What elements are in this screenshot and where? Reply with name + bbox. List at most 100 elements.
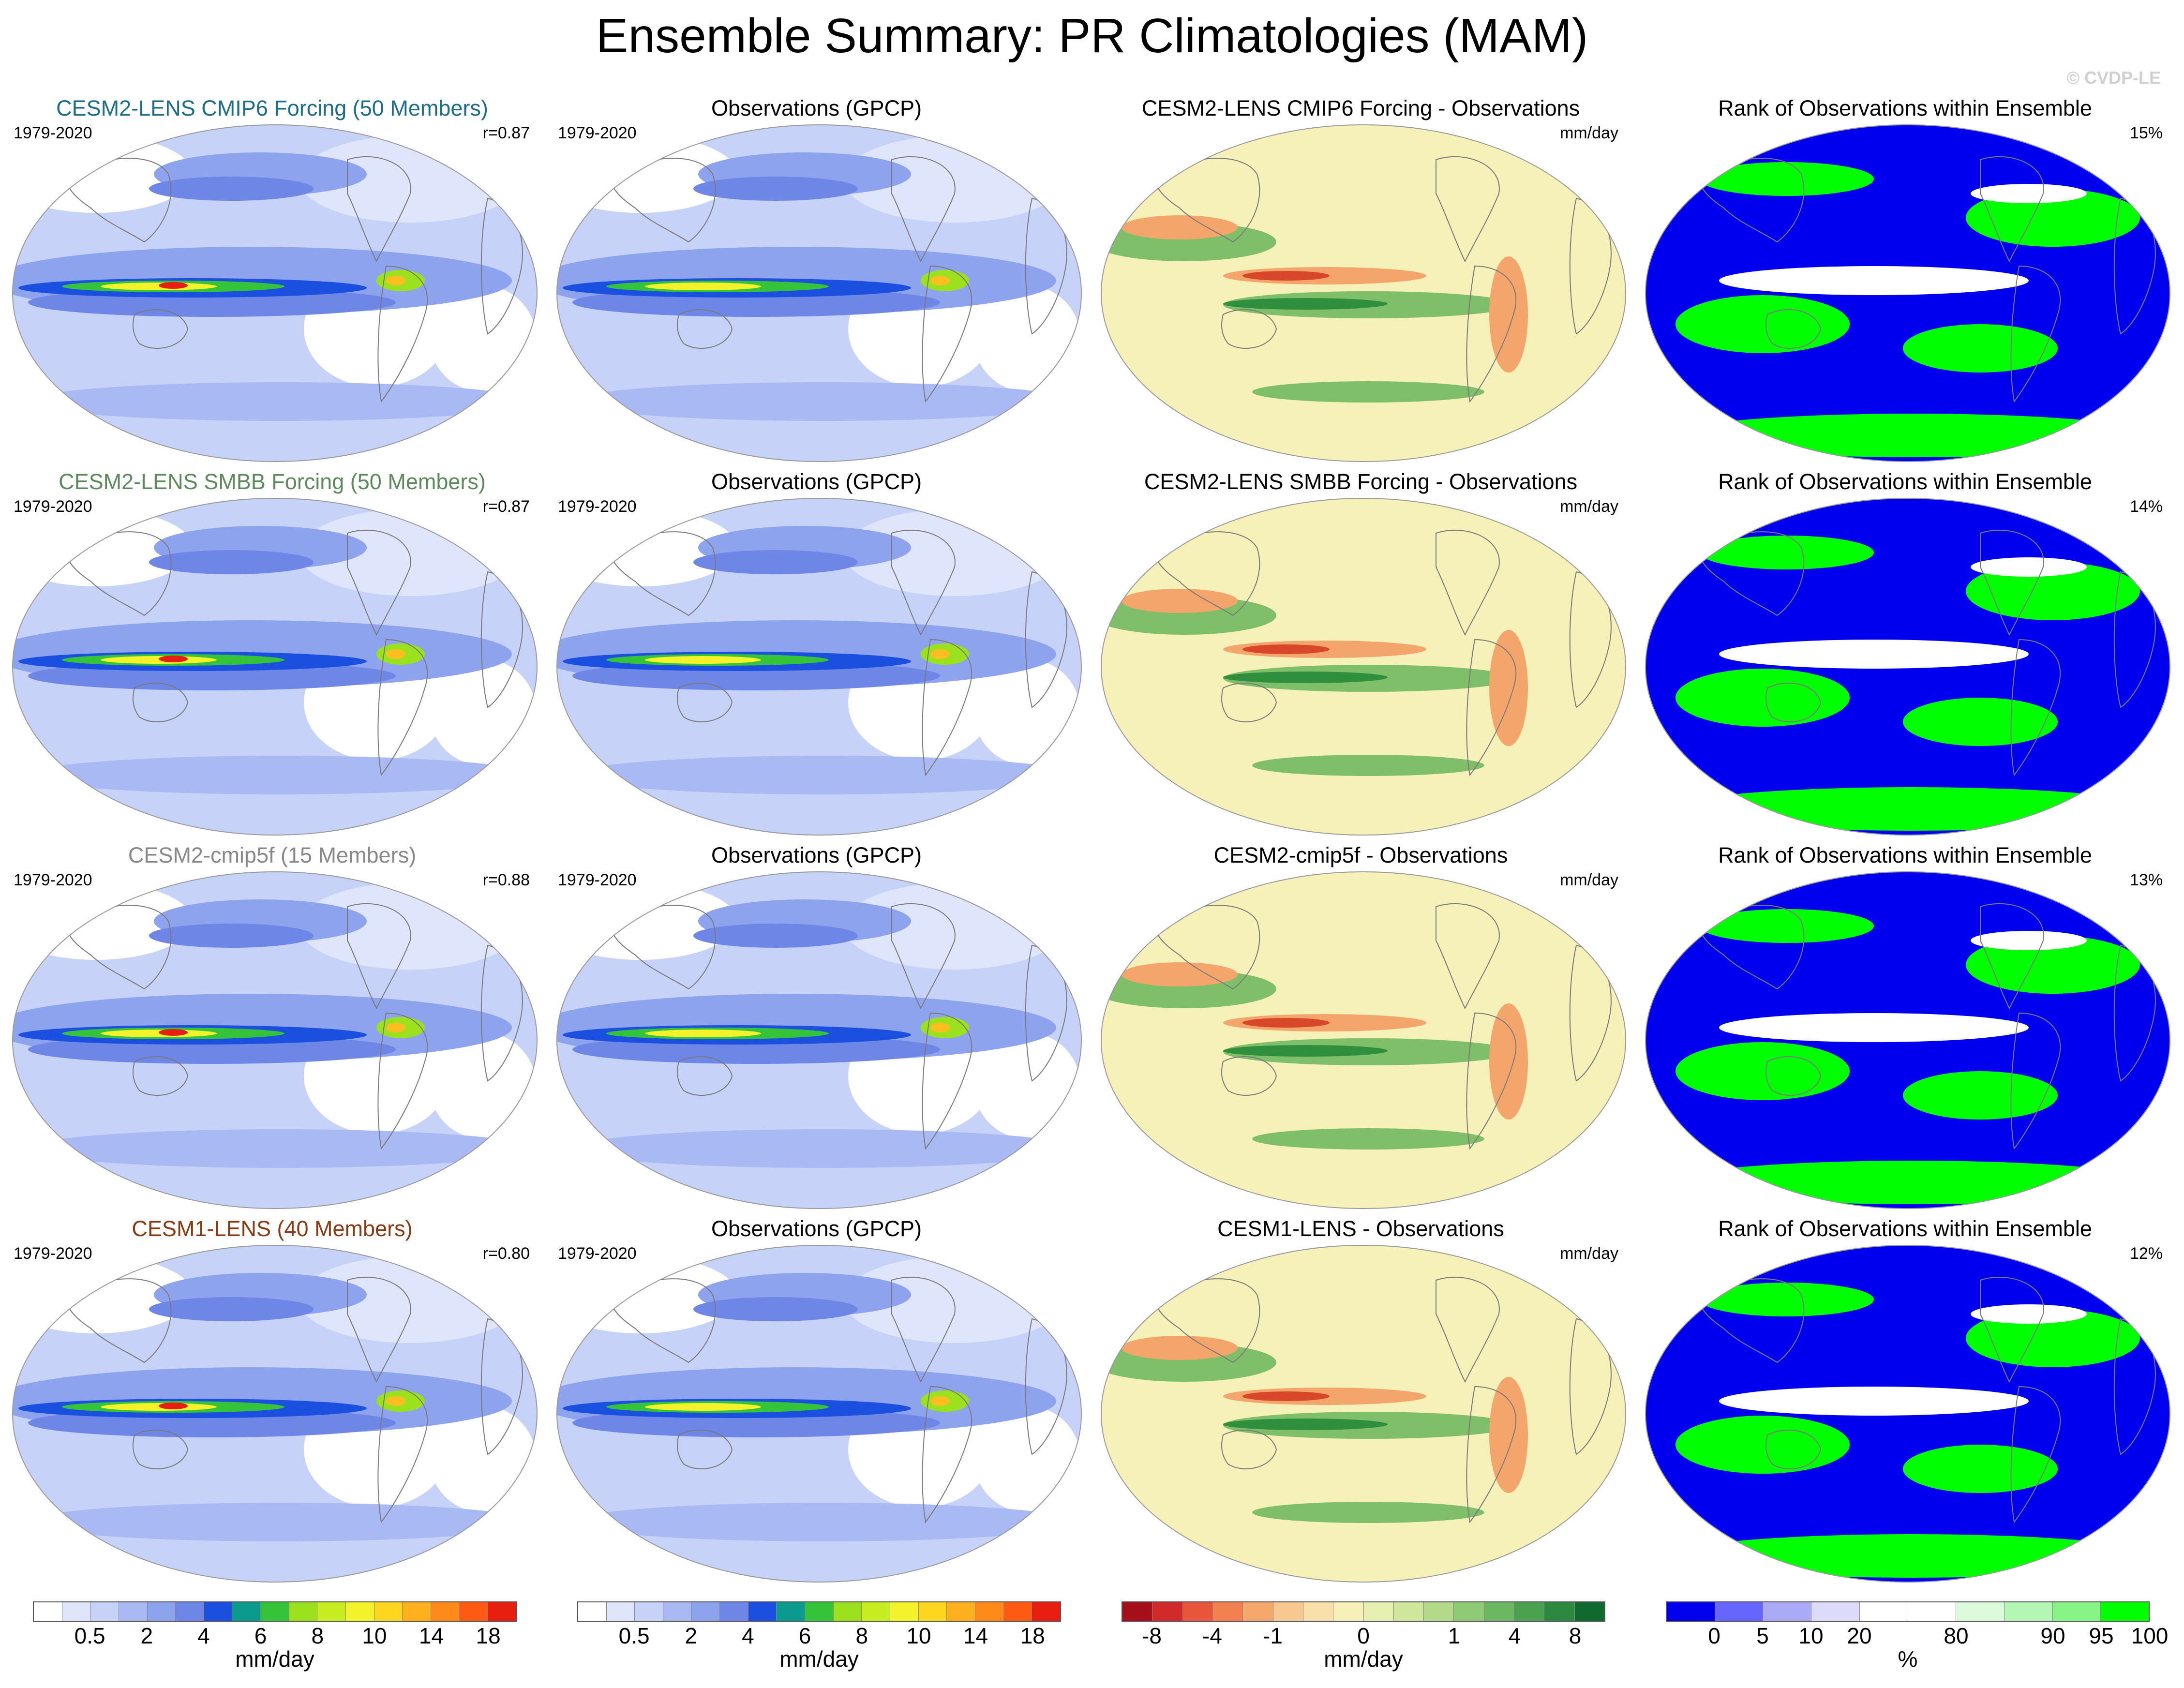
colorbar-swatch — [488, 1602, 516, 1621]
map-difference — [1101, 498, 1626, 836]
map-rank — [1645, 1245, 2170, 1583]
units-label: mm/day — [1560, 124, 1618, 142]
asia-coastline — [610, 1278, 716, 1363]
dry-region — [974, 285, 1080, 392]
colorbar-swatch — [431, 1602, 460, 1621]
dry-bias — [1122, 215, 1238, 239]
colorbar-tick-label: 6 — [254, 1623, 267, 1648]
north-america-coastline — [1436, 529, 1500, 636]
southern-ocean-band — [572, 1129, 1076, 1168]
asia-coastline — [1154, 158, 1260, 243]
colorbar-swatch — [1544, 1602, 1575, 1621]
dry-region — [974, 1406, 1080, 1512]
south-america-coastline — [1466, 265, 1517, 403]
colorbar-swatch — [1715, 1602, 1764, 1621]
colorbar-swatch — [635, 1602, 663, 1621]
colorbar-swatch — [862, 1602, 891, 1621]
rank-high — [1700, 162, 1874, 196]
north-america-coastline — [1436, 156, 1500, 263]
south-america-coastline — [922, 1386, 972, 1524]
asia-coastline — [1699, 531, 1805, 616]
map-field — [557, 498, 1081, 835]
dry-region — [430, 1406, 536, 1512]
panel-title: CESM2-LENS SMBB Forcing - Observations — [1144, 469, 1578, 494]
australia-coastline — [133, 1430, 189, 1469]
map-field — [13, 498, 537, 835]
map-model-precip — [12, 124, 538, 462]
rank-high — [1675, 1416, 1850, 1474]
colorbar-ticks-rank: 0 5 10 20 80 90 95 100 — [1666, 1623, 2168, 1648]
colorbar-tick-label: 8 — [1569, 1623, 1582, 1648]
colorbar-tick-label: -1 — [1263, 1623, 1283, 1648]
map-outline — [556, 124, 1082, 462]
colorbar-tick-label: 6 — [798, 1623, 811, 1648]
colorbar-swatch — [62, 1602, 91, 1621]
colorbar-tick-label: 4 — [742, 1623, 754, 1648]
north-america-coastline — [1436, 903, 1500, 1010]
map-obs-precip — [556, 871, 1082, 1209]
map-outline — [12, 124, 538, 462]
dry-bias — [1489, 630, 1528, 746]
rank-high — [1671, 787, 2154, 831]
colorbar-tick-label: 14 — [419, 1623, 444, 1648]
panel-title: Rank of Observations within Ensemble — [1718, 843, 2092, 867]
colorbar-swatch — [119, 1602, 148, 1621]
colorbar-units: mm/day — [235, 1646, 314, 1672]
colorbar-swatch — [1303, 1602, 1334, 1621]
north-america-coastline — [347, 156, 411, 263]
colorbar-tick-label: 5 — [1756, 1623, 1769, 1648]
australia-coastline — [677, 1430, 733, 1469]
map-field — [557, 872, 1081, 1209]
amazon-rain-max — [930, 276, 950, 285]
rank-mid — [1719, 266, 2029, 295]
amazon-rain-max — [930, 1396, 950, 1406]
map-field — [13, 872, 537, 1209]
southern-ocean-band — [28, 382, 531, 421]
dry-bias-strong — [1242, 271, 1330, 281]
asia-coastline — [66, 905, 172, 990]
colorbar-tick-label: 0.5 — [618, 1623, 650, 1648]
map-rank — [1645, 498, 2170, 836]
dry-bias — [1122, 589, 1238, 613]
south-america-coastline — [2010, 639, 2061, 777]
map-outline — [1101, 498, 1626, 836]
north-america-coastline — [891, 156, 956, 263]
colorbar-swatch — [691, 1602, 720, 1621]
panel-rank-row1: Rank of Observations within Ensemble 15% — [1633, 92, 2177, 465]
southern-ocean-band — [28, 1503, 531, 1541]
map-outline — [556, 1245, 1082, 1583]
colorbar-swatch — [748, 1602, 777, 1621]
dry-bias-strong — [1242, 1391, 1330, 1401]
north-america-coastline — [891, 1276, 956, 1383]
colorbar-tick-label: 20 — [1847, 1623, 1872, 1648]
colorbar-swatch — [1393, 1602, 1424, 1621]
north-america-coastline — [347, 1276, 411, 1383]
colorbar-units: mm/day — [1324, 1646, 1403, 1672]
asia-coastline — [1154, 905, 1260, 990]
colorbar-swatch — [1484, 1602, 1515, 1621]
colorbar-swatch — [1859, 1602, 1908, 1621]
panel-model-row2: CESM2-LENS SMBB Forcing (50 Members) 197… — [0, 465, 544, 839]
australia-coastline — [677, 309, 733, 349]
asia-coastline — [610, 531, 716, 616]
colorbar-units: % — [1898, 1646, 1918, 1672]
rank-high — [1903, 1071, 2058, 1120]
rank-high — [1903, 1445, 2058, 1493]
north-america-coastline — [1980, 903, 2044, 1010]
asia-coastline — [66, 1278, 172, 1363]
colorbar-tick-label: 90 — [2040, 1623, 2065, 1648]
panel-rank-row2: Rank of Observations within Ensemble 14% — [1633, 465, 2177, 839]
pattern-correlation: r=0.80 — [482, 1244, 530, 1263]
itcz-max — [159, 1029, 188, 1036]
storm-track-core — [149, 177, 314, 201]
colorbar-tick-label: 10 — [362, 1623, 387, 1648]
colorbar-tick-label: 95 — [2089, 1623, 2114, 1648]
wet-bias — [1252, 1128, 1484, 1150]
map-field — [1101, 872, 1626, 1209]
colorbar-swatch — [833, 1602, 862, 1621]
itcz-core — [645, 656, 761, 664]
colorbar-tick-label: 10 — [1798, 1623, 1824, 1648]
panel-title: CESM1-LENS (40 Members) — [132, 1216, 413, 1241]
map-field — [1645, 498, 2170, 835]
period-label: 1979-2020 — [558, 871, 637, 889]
